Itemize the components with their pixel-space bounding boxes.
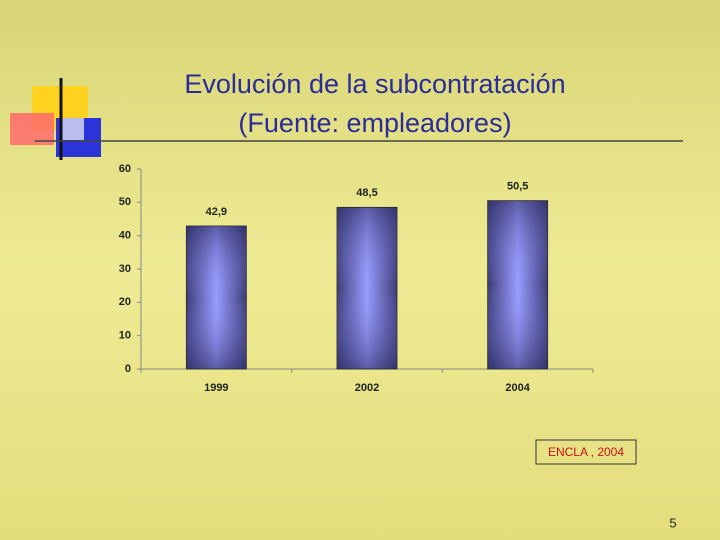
x-tick-label: 2004 [505,382,530,394]
x-tick-label: 1999 [204,382,228,394]
value-label: 48,5 [356,187,377,199]
source: ENCLA , 2004 [548,445,624,459]
x-tick-label: 2002 [355,382,379,394]
y-tick-label: 20 [119,296,131,308]
y-tick-label: 60 [119,163,131,175]
bar-shade [487,200,548,369]
value-label: 50,5 [507,181,528,193]
page-number: 5 [669,515,676,530]
value-label: 42,9 [206,206,227,218]
bar-shade [186,226,247,369]
bar-shade [337,207,397,369]
decoration [10,78,683,160]
y-tick-label: 0 [125,363,131,375]
y-tick-label: 50 [119,196,131,208]
source-box [535,439,637,465]
y-tick-label: 30 [119,263,131,275]
y-tick-label: 40 [119,230,131,242]
subtitle: (Fuente: empleadores) [238,108,511,138]
title: Evolución de la subcontratación [184,69,565,99]
y-tick-label: 10 [119,330,131,342]
